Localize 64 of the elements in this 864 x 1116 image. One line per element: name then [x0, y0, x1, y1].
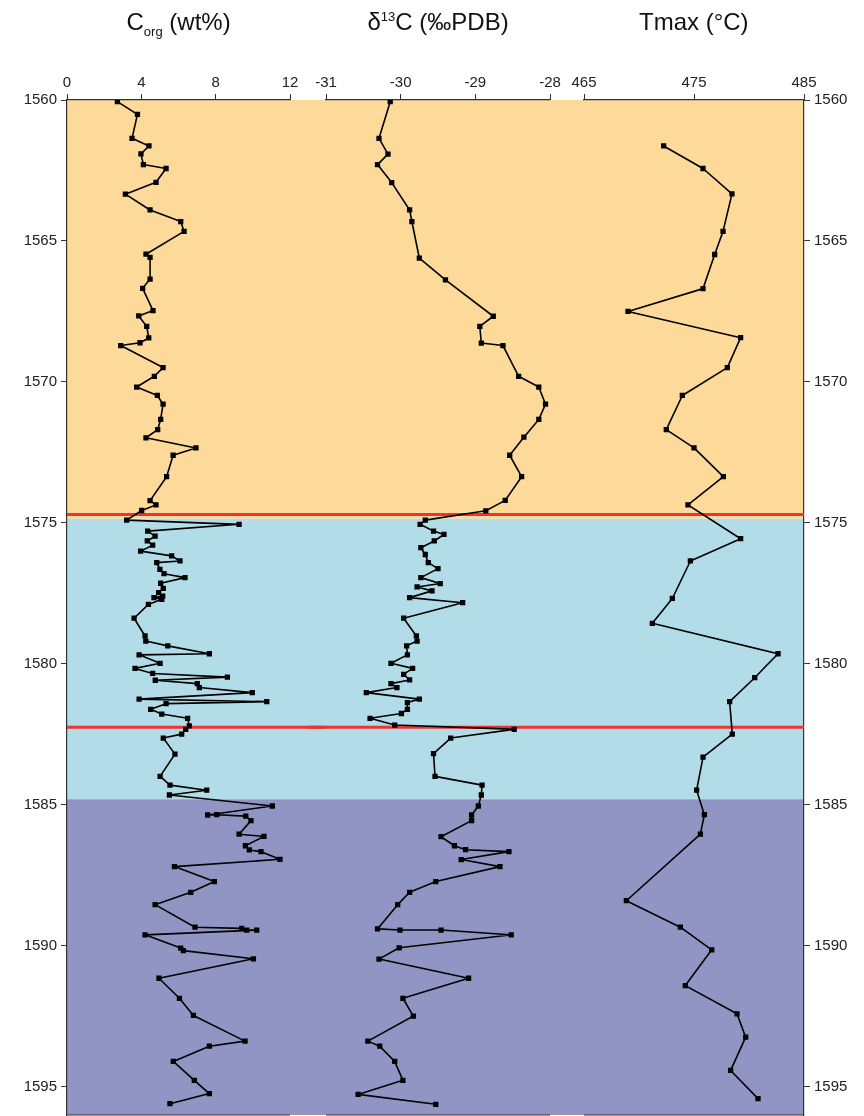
point	[738, 536, 744, 542]
x-tick-label: 485	[791, 73, 817, 91]
x-tick-label: 12	[281, 73, 299, 91]
point	[697, 831, 704, 837]
y-tick-label: 1595	[814, 1076, 848, 1094]
point	[743, 1034, 749, 1040]
point	[685, 502, 691, 508]
point	[729, 731, 735, 737]
point	[700, 285, 706, 292]
point	[625, 308, 631, 315]
point	[691, 445, 697, 451]
point	[729, 191, 735, 197]
x-tick-label: 8	[211, 73, 220, 91]
y-tick-label: 1560	[23, 90, 57, 108]
point	[724, 364, 730, 371]
point	[775, 651, 781, 657]
y-tick-label: 1590	[814, 935, 848, 953]
point	[663, 426, 669, 433]
x-tick-label: 0	[62, 73, 72, 91]
y-tick-label: 1590	[23, 935, 57, 953]
x-tick-label: 475	[681, 73, 707, 91]
point	[700, 165, 706, 172]
point	[727, 1067, 734, 1074]
point	[720, 228, 726, 235]
x-axis-title: Tmax (°C)	[639, 8, 749, 36]
x-axis-title: C$_{org}$ (wt%)	[126, 8, 231, 39]
y-tick-label: 1580	[814, 654, 848, 672]
y-tick-label: 1570	[23, 372, 57, 390]
point	[738, 335, 744, 341]
y-tick-label: 1585	[814, 795, 848, 812]
x-axis-title: δ$^{13}$C (‰PDB)	[367, 8, 509, 36]
point	[700, 754, 706, 760]
y-tick-label: 1570	[814, 372, 848, 390]
point	[720, 474, 727, 480]
y-tick-label: 1580	[23, 654, 57, 672]
point	[734, 1011, 740, 1017]
point	[682, 982, 688, 989]
point	[649, 620, 655, 626]
x-tick-label: 465	[571, 73, 597, 91]
x-tick-label: 4	[137, 73, 146, 91]
point	[712, 251, 718, 258]
point	[669, 595, 675, 602]
point	[694, 787, 700, 793]
point	[752, 675, 758, 681]
point	[727, 699, 733, 705]
point	[701, 812, 707, 818]
x-tick-label: -30	[389, 73, 412, 91]
y-tick-label: 1565	[23, 231, 57, 249]
x-tick-label: -29	[464, 73, 487, 91]
y-tick-label: 1585	[23, 795, 57, 812]
point	[709, 947, 715, 953]
point	[623, 898, 629, 904]
y-tick-label: 1575	[814, 513, 848, 531]
point	[679, 392, 685, 399]
y-tick-label: 1595	[23, 1076, 57, 1094]
y-tick-label: 1565	[814, 231, 848, 249]
point	[687, 558, 694, 564]
y-tick-label: 1575	[23, 513, 57, 531]
point	[755, 1096, 761, 1102]
point	[661, 143, 667, 149]
x-tick-label: -31	[315, 73, 337, 91]
point	[677, 924, 683, 930]
x-tick-label: -28	[539, 73, 561, 91]
y-tick-label: 1560	[814, 90, 848, 108]
